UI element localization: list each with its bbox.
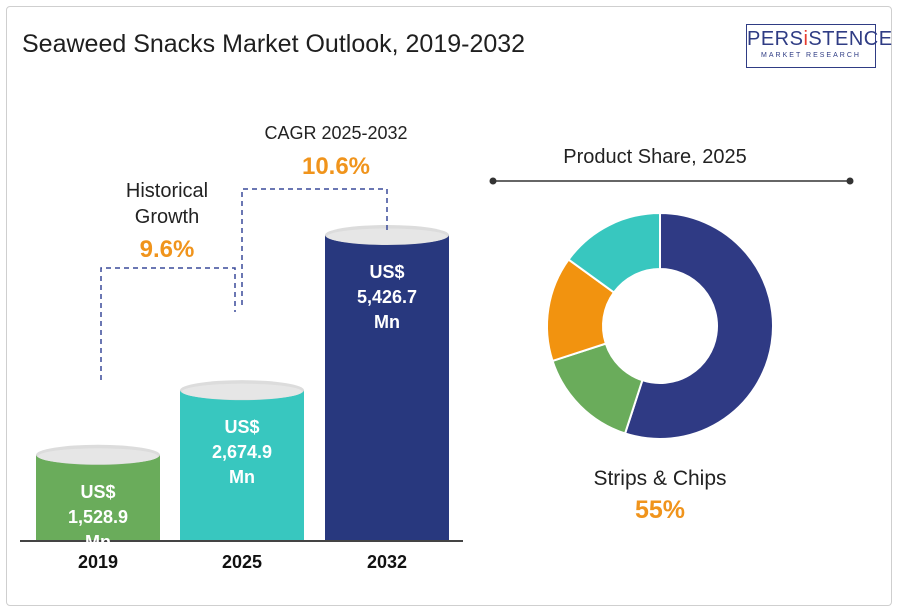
donut-slice [567,211,661,294]
persistence-logo: PERSiSTENCE MARKET RESEARCH [746,24,893,68]
product-share-divider [489,177,854,185]
donut-slice [623,211,774,440]
bar-value-label: US$ 5,426.7 Mn [356,262,418,332]
cagr-label: CAGR 2025-2032 [264,123,408,143]
bar-value-label: US$ 1,528.9 Mn [67,481,129,552]
historical-growth-value: 9.6% [139,236,195,263]
x-tick-label: 2019 [77,552,119,572]
bar-2032 [325,225,449,541]
growth-connectors [100,188,388,380]
cagr-value: 10.6% [301,153,371,180]
strips-chips-share: 55% [634,496,686,524]
product-share-title: Product Share, 2025 [563,146,747,168]
historical-connector [100,267,236,380]
historical-growth-label: Historical Growth [125,180,209,228]
logo-wordmark: PERSiSTENCE [747,28,893,50]
logo-tagline: MARKET RESEARCH [761,52,861,59]
page-title: Seaweed Snacks Market Outlook, 2019-2032 [22,30,526,58]
donut-chart [546,211,774,440]
infographic-frame [6,6,892,606]
x-tick-label: 2025 [221,552,263,572]
bar-2025 [180,380,304,541]
cagr-connector [241,188,388,305]
strips-chips-label: Strips & Chips [593,467,727,490]
bar-value-label: US$ 2,674.9 Mn [211,417,273,488]
bar-2019 [36,444,160,541]
x-tick-label: 2032 [366,552,408,572]
bar-chart [36,225,449,541]
